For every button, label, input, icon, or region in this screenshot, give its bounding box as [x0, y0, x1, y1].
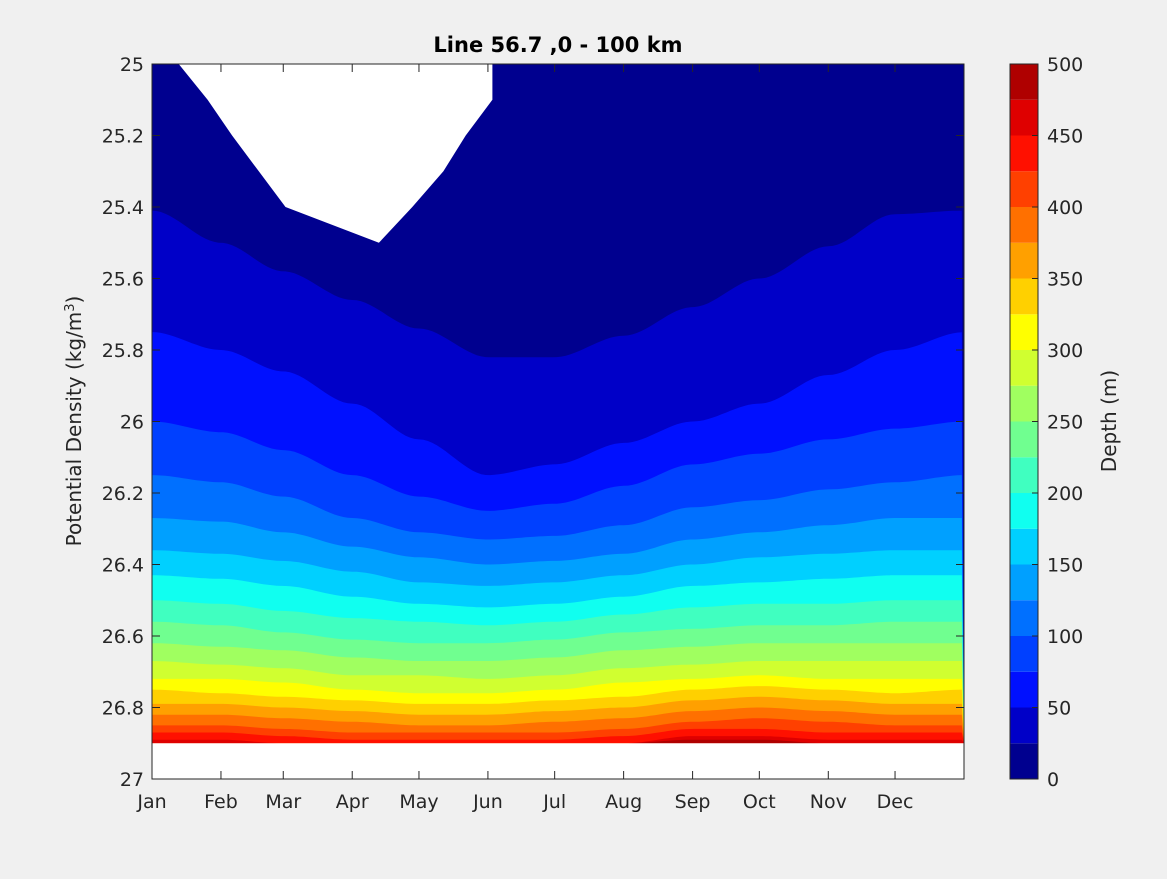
colorbar-segment — [1010, 278, 1038, 315]
colorbar-tick-label: 200 — [1047, 483, 1083, 505]
y-tick-label: 26.6 — [102, 626, 144, 648]
chart-title: Line 56.7 ,0 - 100 km — [433, 33, 682, 57]
y-tick-label: 26 — [120, 412, 144, 434]
colorbar-segment — [1010, 385, 1038, 422]
colorbar-tick-label: 100 — [1047, 626, 1083, 648]
colorbar-segment — [1010, 207, 1038, 243]
y-tick-label: 25.8 — [102, 340, 144, 362]
colorbar-segment — [1010, 135, 1038, 172]
colorbar-tick-label: 300 — [1047, 340, 1083, 362]
colorbar-segment — [1010, 671, 1038, 708]
colorbar-tick-label: 150 — [1047, 555, 1083, 577]
colorbar-tick-label: 350 — [1047, 269, 1083, 291]
y-tick-label: 26.2 — [102, 483, 144, 505]
y-tick-label: 27 — [120, 769, 144, 791]
y-axis-label: Potential Density (kg/m3) — [62, 296, 86, 547]
x-tick-label: Jan — [136, 791, 166, 813]
x-tick-label: May — [399, 791, 438, 813]
colorbar-tick-label: 0 — [1047, 769, 1059, 791]
colorbar-segment — [1010, 242, 1038, 279]
x-axis: Jan Feb Mar Apr May Jun Jul Aug Sep Oct Nov Dec — [136, 64, 913, 813]
x-tick-label: Apr — [336, 791, 369, 813]
colorbar-segment — [1010, 314, 1038, 350]
colorbar-segment — [1010, 528, 1038, 565]
x-tick-label: Sep — [675, 791, 711, 813]
colorbar-segment — [1010, 421, 1038, 458]
colorbar-segment — [1010, 99, 1038, 136]
y-tick-label: 26.4 — [102, 555, 144, 577]
nodata-region-top — [178, 64, 493, 243]
colorbar-segment — [1010, 64, 1038, 100]
y-axis: 25 25.2 25.4 25.6 25.8 26 26.2 26.4 26.6 26.8 27 — [102, 54, 964, 791]
x-tick-label: Mar — [265, 791, 301, 813]
colorbar-tick-label: 450 — [1047, 126, 1083, 148]
colorbar-tick-label: 50 — [1047, 698, 1071, 720]
contour-band-19 — [152, 739, 964, 744]
y-tick-label: 26.8 — [102, 698, 144, 720]
colorbar-axis: 0 50 100 150 200 250 300 350 400 450 500 — [1032, 54, 1083, 791]
colorbar-segment — [1010, 493, 1038, 529]
x-tick-label: Nov — [810, 791, 847, 813]
y-tick-label: 25.6 — [102, 269, 144, 291]
y-tick-label: 25.4 — [102, 197, 144, 219]
nodata-region-bottom — [152, 743, 964, 779]
colorbar-tick-label: 400 — [1047, 197, 1083, 219]
colorbar-segment — [1010, 171, 1038, 207]
colorbar-segment — [1010, 600, 1038, 636]
colorbar-segment — [1010, 743, 1038, 779]
contour-fill-layer — [152, 64, 964, 779]
colorbar-segment — [1010, 350, 1038, 386]
x-tick-label: Jul — [542, 791, 566, 813]
x-tick-label: Jun — [472, 791, 503, 813]
x-tick-label: Feb — [204, 791, 238, 813]
colorbar-segment — [1010, 636, 1038, 672]
colorbar — [1010, 64, 1038, 779]
colorbar-segment — [1010, 707, 1038, 744]
colorbar-tick-label: 500 — [1047, 54, 1083, 76]
y-tick-label: 25.2 — [102, 126, 144, 148]
x-tick-label: Oct — [743, 791, 776, 813]
colorbar-label: Depth (m) — [1097, 370, 1121, 472]
colorbar-tick-label: 250 — [1047, 412, 1083, 434]
colorbar-segment — [1010, 564, 1038, 601]
x-tick-label: Aug — [605, 791, 642, 813]
y-tick-label: 25 — [120, 54, 144, 76]
x-tick-label: Dec — [877, 791, 914, 813]
colorbar-segment — [1010, 457, 1038, 493]
